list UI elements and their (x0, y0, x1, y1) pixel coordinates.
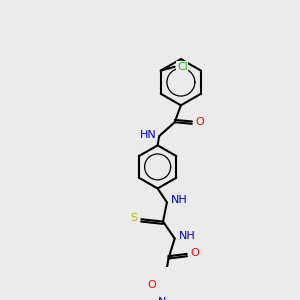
Text: S: S (130, 213, 137, 223)
Text: N: N (158, 297, 167, 300)
Text: Cl: Cl (177, 62, 188, 72)
Text: NH: NH (171, 195, 188, 205)
Text: HN: HN (140, 130, 157, 140)
Text: O: O (195, 117, 204, 127)
Text: O: O (190, 248, 199, 258)
Text: NH: NH (179, 231, 196, 241)
Text: O: O (147, 280, 156, 290)
